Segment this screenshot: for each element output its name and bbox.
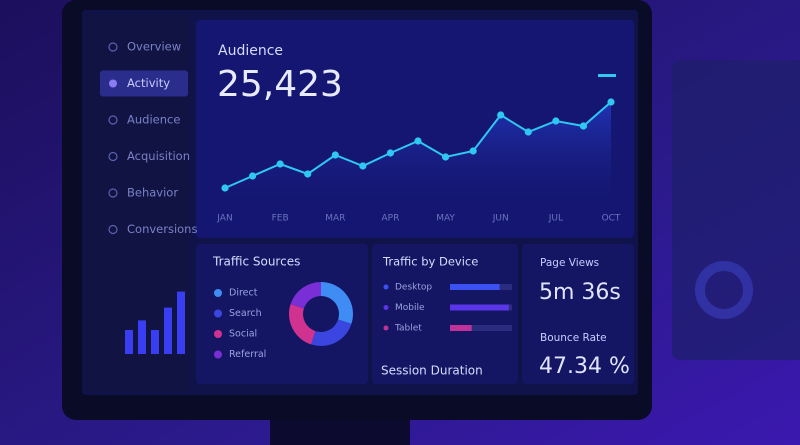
line-point	[304, 170, 312, 178]
legend-dot	[383, 284, 389, 290]
menu-icon	[108, 151, 118, 162]
menu-item: Overview	[127, 40, 181, 54]
device-panel	[372, 244, 518, 384]
line-point	[248, 172, 257, 180]
line-point	[386, 149, 395, 157]
mini-bar	[138, 320, 146, 354]
donut-slice	[289, 304, 316, 345]
x-tick-label: MAR	[325, 214, 345, 224]
sources-panel	[196, 244, 368, 384]
legend-dot	[214, 330, 222, 338]
panel-title: Audience	[218, 43, 283, 59]
stat-title: Page Views	[540, 257, 599, 269]
mini-bar	[164, 307, 172, 354]
legend-dot	[214, 350, 222, 359]
x-tick-label: MAY	[436, 214, 455, 224]
x-tick-label: JUL	[548, 214, 563, 224]
legend-label: Search	[229, 308, 262, 319]
line-point	[359, 162, 367, 170]
panel-title: Session Duration	[381, 364, 483, 378]
device-bar	[450, 325, 472, 331]
device-label: Mobile	[395, 303, 425, 313]
menu-icon	[108, 188, 118, 198]
line-point	[607, 98, 615, 106]
line-point	[441, 153, 450, 161]
menu-icon	[108, 115, 118, 125]
stat-value: 47.34 %	[539, 354, 630, 379]
line-point	[414, 137, 422, 145]
legend-label: Direct	[229, 288, 258, 299]
line-point	[276, 160, 284, 168]
bar-track	[450, 325, 512, 331]
x-tick-label: JAN	[216, 214, 232, 224]
panel-title: Traffic Sources	[212, 255, 300, 269]
active-item	[100, 70, 188, 97]
menu-icon	[109, 79, 117, 88]
line-area	[225, 102, 611, 200]
legend-dot	[383, 325, 389, 331]
panel-title: Traffic by Device	[382, 255, 478, 269]
menu-item: Conversions	[127, 222, 197, 236]
background-donut	[695, 261, 753, 319]
line-point	[497, 111, 505, 119]
stat-value: 5m 36s	[539, 280, 621, 305]
stat-title: Bounce Rate	[540, 332, 607, 344]
donut-slice	[321, 282, 353, 324]
menu-item: Acquisition	[127, 149, 190, 163]
device-bar	[450, 304, 509, 311]
line-point	[552, 117, 560, 125]
x-tick-label: OCT	[602, 214, 621, 224]
mini-bar	[125, 330, 133, 354]
menu-item: Behavior	[127, 186, 178, 200]
legend-dot	[214, 309, 222, 318]
device-label: Tablet	[394, 324, 422, 334]
legend-label: Referral	[229, 349, 266, 360]
x-tick-label: FEB	[272, 214, 289, 224]
legend-dot	[214, 289, 222, 297]
menu-item: Audience	[127, 113, 180, 127]
mini-bar	[151, 330, 159, 354]
legend-label: Social	[229, 329, 257, 340]
mini-bar	[177, 291, 185, 354]
legend-dot	[383, 305, 389, 310]
device-bar	[450, 284, 500, 290]
line-point	[524, 128, 532, 136]
panel-indicator	[598, 74, 616, 77]
stats-panel	[522, 244, 634, 384]
menu-icon	[108, 224, 118, 235]
line-point	[469, 147, 477, 155]
menu-icon	[108, 42, 118, 52]
donut-slice	[290, 282, 321, 309]
device-label: Desktop	[395, 283, 432, 293]
donut-slice	[311, 319, 352, 347]
x-tick-label: JUN	[492, 214, 509, 224]
menu-item: Activity	[127, 76, 170, 90]
line-point	[221, 184, 229, 192]
line-point	[331, 151, 339, 159]
kpi-value: 25,423	[217, 64, 343, 105]
x-tick-label: APR	[382, 214, 400, 224]
line-point	[579, 122, 588, 130]
